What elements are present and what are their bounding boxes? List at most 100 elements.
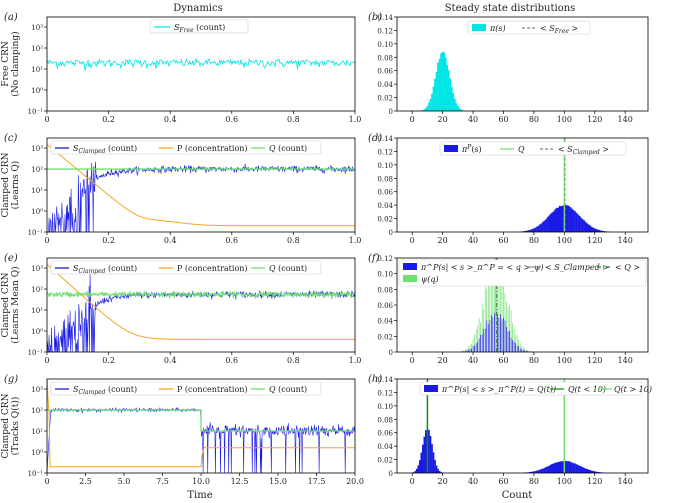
pi-p-high-bar-77: [528, 472, 531, 473]
pi-p-f-bar-62: [506, 326, 507, 352]
pi-p-bar-86: [542, 221, 544, 232]
panel-label-f: (f): [368, 253, 380, 264]
pi-p-high-bar-106: [572, 463, 575, 473]
left-x-axis-label: Time: [187, 490, 212, 501]
pi-p-high-bar-87: [543, 467, 546, 473]
pi-p-f-bar-61: [504, 320, 506, 352]
pi-p-bar-118: [590, 226, 593, 232]
psi-q-bar-51: [489, 284, 491, 352]
series-s-free: [46, 57, 356, 71]
legend-item-c-1: P (concentration): [177, 144, 248, 153]
pi-p-bar-84: [539, 224, 541, 232]
pi-p-bar-109: [577, 214, 579, 232]
psi-q-bar-50: [487, 272, 489, 352]
y-tick-label-d-0: 0: [389, 229, 393, 237]
pi-p-high-bar-112: [581, 467, 584, 473]
pi-p-f-bar-67: [513, 341, 515, 352]
axes-frame-d: [396, 137, 649, 233]
legend-a: SFree (count): [149, 19, 249, 34]
x-tick-label-a-0: 0: [44, 115, 49, 124]
pi-p-high-bar-99: [561, 461, 564, 473]
legend-item-f-3: < Q >: [615, 263, 640, 272]
pi-p-high-bar-91: [549, 464, 552, 473]
pi-s-bar-32: [460, 109, 462, 111]
y-tick-label-h-2: 0.04: [377, 443, 393, 451]
y-tick-label-a-3: 10²: [31, 45, 43, 53]
pi-p-bar-119: [592, 227, 595, 232]
x-tick-label-d-2: 40: [468, 236, 478, 245]
legend-box-e: [50, 260, 322, 275]
pi-p-bar-87: [543, 220, 546, 232]
psi-q-bar-73: [522, 346, 524, 352]
pi-p-high-bar-80: [533, 471, 535, 473]
x-tick-label-f-5: 100: [557, 356, 572, 365]
pi-s-bar-11: [428, 102, 430, 111]
y-tick-label-a-2: 10¹: [31, 66, 43, 74]
psi-q-bar-78: [530, 351, 532, 352]
pi-p-low-bar-5: [418, 460, 421, 473]
pi-p-bar-95: [555, 207, 558, 232]
psi-q-bar-57: [498, 278, 500, 352]
y-tick-label-d-6: 0.12: [377, 148, 393, 156]
row-label-c: Clamped CRN(Learns Q): [1, 152, 21, 217]
x-tick-label-f-1: 20: [438, 356, 448, 365]
row-label-a: Free CRN(No clamping): [1, 31, 21, 96]
x-tick-label-b-6: 120: [587, 115, 602, 124]
pi-s-bar-23: [446, 65, 449, 111]
legend-box-g: [50, 381, 322, 396]
y-tick-label-b-6: 0.12: [377, 27, 393, 35]
y-tick-label-g-0: 10⁻¹: [28, 470, 44, 478]
pi-p-bar-112: [581, 219, 584, 232]
psi-q-bar-40: [472, 339, 474, 352]
x-tick-label-g-8: 20.0: [346, 477, 364, 486]
pi-s-bar-13: [431, 93, 433, 111]
x-tick-label-d-5: 100: [557, 236, 572, 245]
y-tick-label-e-2: 10¹: [31, 307, 43, 315]
pi-s-bar-33: [461, 110, 464, 111]
panel-h: 0 0.02 0.04 0.06 0.08 0.10 0.12 0.14 0 20 40 60 80 10…: [368, 374, 652, 486]
pi-p-high-bar-84: [539, 469, 541, 473]
x-tick-label-h-2: 40: [468, 477, 478, 486]
y-tick-label-b-3: 0.06: [377, 68, 393, 76]
panel-g: 10⁻¹ 10⁰ 10¹ 10² 10³ 0 2.5 5.0 7.5 10.0 12.5 15.0 17…: [1, 374, 364, 486]
y-tick-label-h-0: 0: [389, 470, 393, 478]
x-tick-label-c-5: 1.0: [349, 236, 362, 245]
pi-p-f-bar-54: [494, 312, 495, 352]
legend-item-f-0: π^P(s| < s >_π^P = < q >_ψ): [420, 263, 544, 272]
legend-swatch-b-0: [472, 24, 486, 31]
pi-p-bar-114: [584, 221, 587, 232]
pi-p-bar-106: [572, 210, 575, 232]
x-tick-label-h-0: 0: [410, 477, 415, 486]
pi-p-f-bar-35: [465, 350, 466, 352]
legend-box-a: [149, 19, 249, 34]
x-tick-label-f-6: 120: [587, 356, 602, 365]
pi-p-high-bar-83: [537, 470, 540, 473]
x-tick-label-c-1: 0.2: [102, 236, 115, 245]
pi-p-high-bar-95: [555, 462, 558, 473]
pi-p-bar-91: [549, 213, 552, 232]
legend-item-g-2: Q (count): [269, 385, 307, 394]
pi-s-bar-26: [450, 86, 453, 111]
pi-p-high-bar-111: [580, 466, 582, 473]
legend-item-g-1: P (concentration): [177, 385, 248, 394]
pi-p-low-bar-3: [415, 468, 418, 473]
pi-p-high-bar-93: [552, 463, 555, 473]
legend-item-b-0: π(s): [489, 24, 506, 33]
pi-p-high-bar-110: [578, 465, 581, 473]
pi-p-low-bar-17: [437, 468, 439, 473]
axes-frame-h: [396, 378, 649, 474]
pi-p-f-bar-40: [472, 346, 474, 352]
psi-q-bar-35: [465, 349, 466, 352]
legend-item-h-1: Q(t < 10): [568, 385, 606, 394]
pi-p-bar-107: [574, 211, 576, 232]
x-tick-label-h-1: 20: [438, 477, 448, 486]
psi-q-bar-39: [471, 343, 472, 352]
panel-d: 0 0.02 0.04 0.06 0.08 0.10 0.12 0.14 0 20 40 60 80 10…: [368, 133, 649, 245]
x-tick-label-a-1: 0.2: [102, 115, 115, 124]
legend-b: π(s) < SFree >: [467, 20, 591, 35]
x-tick-label-a-2: 0.4: [164, 115, 177, 124]
pi-p-high-bar-85: [540, 469, 543, 473]
pi-p-f-bar-48: [484, 328, 486, 352]
legend-g: SClamped (count) P (concentration) Q (coun…: [50, 381, 322, 396]
pi-s-bar-10: [426, 105, 429, 111]
